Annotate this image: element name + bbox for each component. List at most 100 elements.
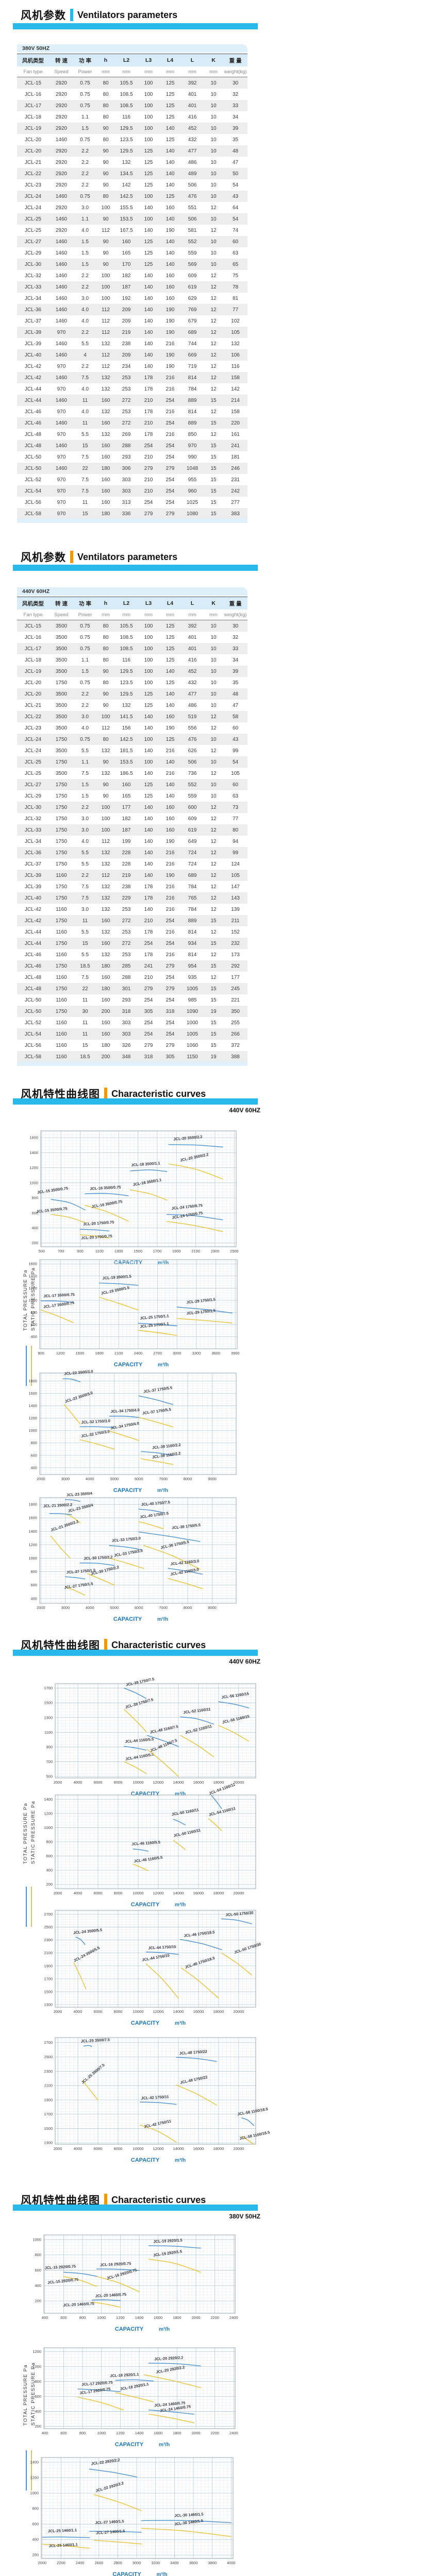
table-cell: 80 bbox=[96, 620, 115, 632]
table-cell: 140 bbox=[159, 213, 181, 225]
table-cell: 1750 bbox=[49, 847, 74, 858]
table-cell: L bbox=[181, 597, 204, 609]
table-cell: 12 bbox=[210, 861, 217, 867]
table-cell: 1.5 bbox=[81, 793, 89, 799]
table-cell: 100 bbox=[138, 77, 159, 89]
table-cell: 100 bbox=[144, 634, 153, 640]
table-cell: 303 bbox=[115, 1028, 138, 1040]
table-row: JCL-33 1460 2.2 100 187 140 160 619 12 78 bbox=[17, 281, 248, 293]
table-cell: 143 bbox=[223, 892, 248, 904]
static-pressure-curve bbox=[138, 1521, 164, 1529]
table-cell: 173 bbox=[231, 952, 240, 958]
y-tick-label: 1400 bbox=[28, 1403, 37, 1408]
y-tick-label: 600 bbox=[46, 1854, 53, 1858]
x-tick-label: 1600 bbox=[154, 2431, 162, 2435]
table-cell: L3 bbox=[138, 54, 159, 66]
total-pressure-curve bbox=[75, 1937, 86, 1945]
table-cell: 489 bbox=[181, 168, 204, 179]
x-tick-label: 900 bbox=[77, 1249, 84, 1253]
table-cell: 63 bbox=[232, 250, 239, 256]
table-cell: 132 bbox=[101, 341, 110, 347]
table-cell: 279 bbox=[159, 508, 181, 519]
table-row: JCL-22 2920 2.2 90 134.5 125 140 489 10 50 bbox=[17, 168, 248, 179]
table-cell: 210 bbox=[138, 395, 159, 406]
static-pressure-curve bbox=[77, 2397, 124, 2411]
table-cell: 1.5 bbox=[81, 250, 89, 256]
table-row: JCL-23 2920 2.2 90 142 125 140 506 10 54 bbox=[17, 179, 248, 191]
table-cell: 1460 bbox=[49, 372, 74, 383]
table-cell: 279 bbox=[159, 960, 181, 972]
x-tick-label: 14000 bbox=[173, 1891, 184, 1895]
title-divider-bar bbox=[104, 1088, 107, 1100]
table-cell: 190 bbox=[166, 318, 175, 324]
table-row: JCL-17 3500 0.75 80 108.5 100 125 401 10 33 bbox=[17, 643, 248, 654]
curve-label: JCL-44 1160/5.5 bbox=[125, 1737, 154, 1744]
x-tick-label: 8000 bbox=[184, 1605, 192, 1610]
table-cell: 132 bbox=[101, 431, 110, 437]
table-cell: 1005 bbox=[181, 1028, 204, 1040]
curve-label: JCL-27 1460/1.5 bbox=[95, 2519, 124, 2525]
total-pressure-curve bbox=[40, 1300, 74, 1303]
total-pressure-legend-line bbox=[26, 1887, 27, 1927]
table-cell: 125 bbox=[166, 114, 175, 120]
table-cell: 132 bbox=[101, 409, 110, 415]
table-cell: 112 bbox=[96, 327, 115, 338]
capacity-axis-label: CAPACITY bbox=[114, 1260, 143, 1266]
table-cell: JCL-42 bbox=[17, 915, 49, 926]
table-cell: 266 bbox=[223, 1028, 248, 1040]
table-cell: 80 bbox=[96, 77, 115, 89]
total-pressure-curve bbox=[148, 2363, 201, 2366]
table-cell: 12 bbox=[210, 929, 217, 935]
table-cell: 重 量 bbox=[223, 54, 248, 66]
table-cell: 254 bbox=[138, 440, 159, 451]
table-cell: 15 bbox=[204, 485, 223, 497]
y-tick-label: 200 bbox=[35, 2299, 41, 2303]
table-cell: 1750 bbox=[49, 1006, 74, 1017]
table-cell: 2.2 bbox=[81, 363, 89, 369]
table-cell: JCL-25 bbox=[17, 756, 49, 768]
table-cell: 3.0 bbox=[81, 816, 89, 822]
table-cell: 2.2 bbox=[81, 273, 89, 279]
table-cell: 15 bbox=[210, 454, 217, 460]
table-cell: 125 bbox=[166, 680, 175, 686]
table-cell: 15 bbox=[210, 499, 217, 505]
x-tick-label: 3400 bbox=[170, 2561, 179, 2565]
curve-label: JCL-50 1160/11 bbox=[171, 1807, 199, 1817]
table-cell: 2.2 bbox=[74, 688, 96, 700]
table-cell: 3.0 bbox=[74, 824, 96, 836]
table-cell: 1160 bbox=[56, 1042, 67, 1048]
table-row: JCL-20 1750 0.75 80 123.5 100 125 432 10 35 bbox=[17, 677, 248, 688]
table-cell: 105 bbox=[231, 770, 240, 776]
table-row: JCL-30 1750 2.2 100 177 140 160 600 12 73 bbox=[17, 802, 248, 813]
table-cell: JCL-15 bbox=[17, 620, 49, 632]
table-cell: 140 bbox=[144, 205, 153, 211]
table-cell: 3500 bbox=[49, 643, 74, 654]
table-cell: 254 bbox=[144, 997, 153, 1003]
table-cell: 80 bbox=[103, 91, 109, 97]
y-tick-label: 2700 bbox=[44, 1912, 53, 1917]
table-cell: 970 bbox=[57, 409, 66, 415]
table-cell: 161 bbox=[231, 431, 240, 437]
table-cell: 80 bbox=[103, 680, 109, 686]
y-tick-label: 1000 bbox=[44, 1825, 53, 1830]
table-cell: 12 bbox=[204, 711, 223, 722]
table-cell: 216 bbox=[166, 386, 175, 392]
table-cell: 140 bbox=[138, 824, 159, 836]
table-cell: mm bbox=[138, 609, 159, 620]
table-cell: 125 bbox=[144, 793, 153, 799]
x-tick-label: 8000 bbox=[114, 2009, 123, 2014]
table-cell: 210 bbox=[138, 485, 159, 497]
table-cell: 178 bbox=[138, 892, 159, 904]
voltage-label: 380V 50HZ bbox=[229, 2213, 260, 2220]
table-cell: 112 bbox=[102, 725, 110, 731]
table-cell: 1750 bbox=[55, 838, 68, 844]
table-cell: 551 bbox=[188, 205, 197, 211]
table-cell: 18.5 bbox=[74, 1051, 96, 1062]
table-cell: 10 bbox=[210, 634, 217, 640]
x-tick-label: 400 bbox=[42, 2431, 48, 2435]
table-cell: 2920 bbox=[55, 91, 68, 97]
table-row: JCL-20 3500 2.2 90 129.5 125 140 477 10 48 bbox=[17, 688, 248, 700]
curve-label: JCL-27 1750/1.5 bbox=[67, 1568, 96, 1574]
table-cell: L3 bbox=[138, 597, 159, 609]
table-cell: 255 bbox=[231, 1020, 240, 1026]
